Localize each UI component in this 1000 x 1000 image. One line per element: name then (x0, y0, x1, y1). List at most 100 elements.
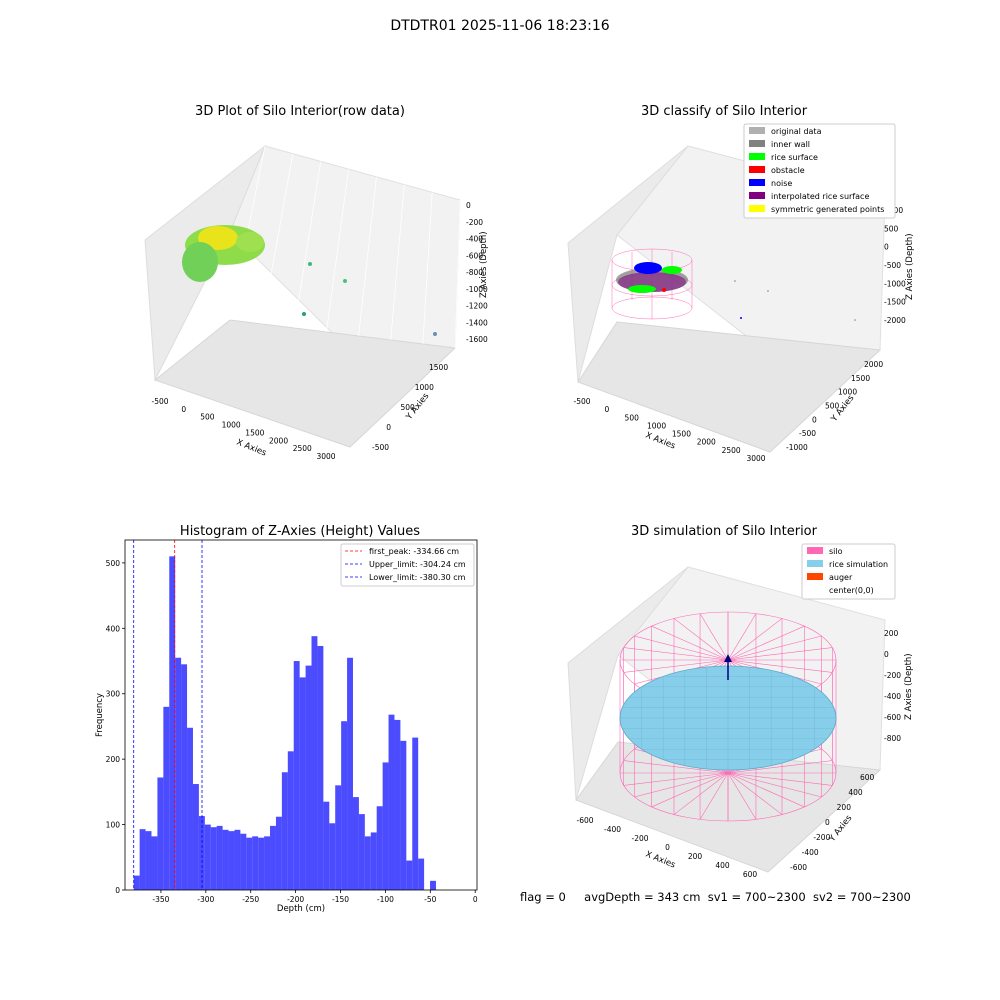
z-tick-label: -2000 (884, 316, 906, 325)
sv2-text: sv2 = 700~2300 (812, 890, 911, 904)
histogram-bar (323, 801, 330, 890)
x-tick-label: 0 (181, 405, 186, 414)
z-axis-label: Z Axies (Depth) (904, 653, 914, 720)
y-tick-label: -200 (813, 833, 830, 842)
y-tick-label: -400 (802, 848, 819, 857)
histogram-bar (175, 657, 182, 890)
histogram-bar (228, 831, 235, 890)
z-tick-label: 0 (884, 243, 889, 252)
silo-roof-spoke (727, 635, 822, 661)
y-tick-label: 1500 (851, 374, 870, 383)
z-tick-label: -1500 (884, 298, 906, 307)
legend-swatch (749, 205, 765, 212)
histogram-bar (341, 721, 348, 890)
silo-floor-spoke (727, 772, 833, 786)
silo-floor-spoke (727, 760, 833, 774)
legend-label: auger (829, 573, 853, 582)
x-tick-label: 200 (688, 852, 703, 861)
histogram-bar (299, 677, 306, 890)
legend-swatch (749, 179, 765, 186)
y-tick-label: 100 (106, 821, 121, 830)
silo-floor-spoke (727, 772, 757, 820)
x-tick-label: 0 (473, 895, 478, 904)
x-tick-label: 0 (665, 843, 670, 852)
histogram-bar (246, 837, 253, 890)
outlier-point (433, 332, 437, 336)
outlier-point (734, 280, 736, 282)
x-tick-label: 500 (625, 413, 640, 422)
x-tick-label: 400 (715, 861, 730, 870)
histogram-bar (157, 777, 164, 890)
histogram-bar (430, 880, 436, 890)
histogram-bar (293, 661, 300, 890)
x-tick-label: 1000 (647, 421, 666, 430)
legend-swatch (749, 127, 765, 134)
z-tick-label: -200 (466, 218, 483, 227)
y-tick-label: 0 (812, 415, 817, 424)
x-tick-label: -350 (152, 895, 169, 904)
grid-line (422, 192, 433, 345)
y-tick-label: 200 (106, 755, 121, 764)
z-tick-label: -400 (466, 235, 483, 244)
left-pane (567, 145, 689, 383)
outlier-point (302, 312, 306, 316)
z-tick-label: -600 (884, 713, 901, 722)
grid-line (326, 169, 349, 333)
histogram-bar (305, 665, 312, 890)
histogram-bar (281, 772, 288, 890)
legend-swatch (749, 166, 765, 173)
point-cloud-arc (182, 242, 218, 282)
silo-floor-spoke (623, 772, 729, 786)
legend-label: silo (829, 547, 843, 556)
y-tick-label: -500 (372, 443, 389, 452)
histogram-bar (287, 751, 294, 890)
z-tick-label: -1400 (466, 318, 488, 327)
legend-label: rice surface (771, 153, 818, 162)
silo-roof-spoke (699, 613, 729, 661)
x-tick-label: -250 (242, 895, 259, 904)
silo-floor-spoke (727, 772, 805, 808)
legend-swatch (749, 140, 765, 147)
silo-floor-spoke (673, 772, 729, 815)
histogram-bar (364, 836, 371, 890)
x-tick-label: -600 (576, 816, 593, 825)
legend-swatch (807, 573, 823, 580)
legend-label: original data (771, 127, 822, 136)
silo-floor-spoke (651, 772, 729, 808)
silo-floor-spoke (634, 772, 729, 798)
histogram-bar (358, 814, 365, 890)
y-tick-label: 400 (106, 624, 121, 633)
y-tick-label: 500 (825, 402, 840, 411)
outlier-point (740, 317, 742, 319)
histogram-bar (370, 832, 377, 890)
z-tick-label: 0 (884, 650, 889, 659)
legend-swatch (749, 192, 765, 199)
histogram-bar (192, 784, 199, 890)
outlier-point (767, 290, 769, 292)
outlier-point (854, 319, 856, 321)
y-tick-label: 0 (115, 886, 120, 895)
z-tick-label: 200 (884, 629, 899, 638)
histogram-bar (204, 824, 211, 890)
histogram-bar (264, 836, 271, 890)
x-tick-label: -400 (604, 825, 621, 834)
histogram-bar (216, 825, 223, 890)
z-tick-label: -800 (466, 268, 483, 277)
y-tick-label: 500 (401, 403, 416, 412)
histogram-bar (198, 816, 205, 890)
status-line: flag = 0 avgDepth = 343 cm sv1 = 700~230… (520, 890, 911, 904)
y-tick-label: 200 (837, 803, 852, 812)
legend-label: symmetric generated points (771, 205, 884, 214)
x-tick-label: 3000 (746, 454, 765, 463)
silo-roof-spoke (634, 635, 729, 661)
y-tick-label: -500 (799, 429, 816, 438)
x-tick-label: 2000 (269, 436, 288, 445)
silo-roof-spoke (727, 625, 805, 661)
x-tick-label: 3000 (316, 452, 335, 461)
histogram-bar (400, 740, 407, 890)
x-tick-label: 0 (604, 405, 609, 414)
x-tick-label: -50 (424, 895, 436, 904)
